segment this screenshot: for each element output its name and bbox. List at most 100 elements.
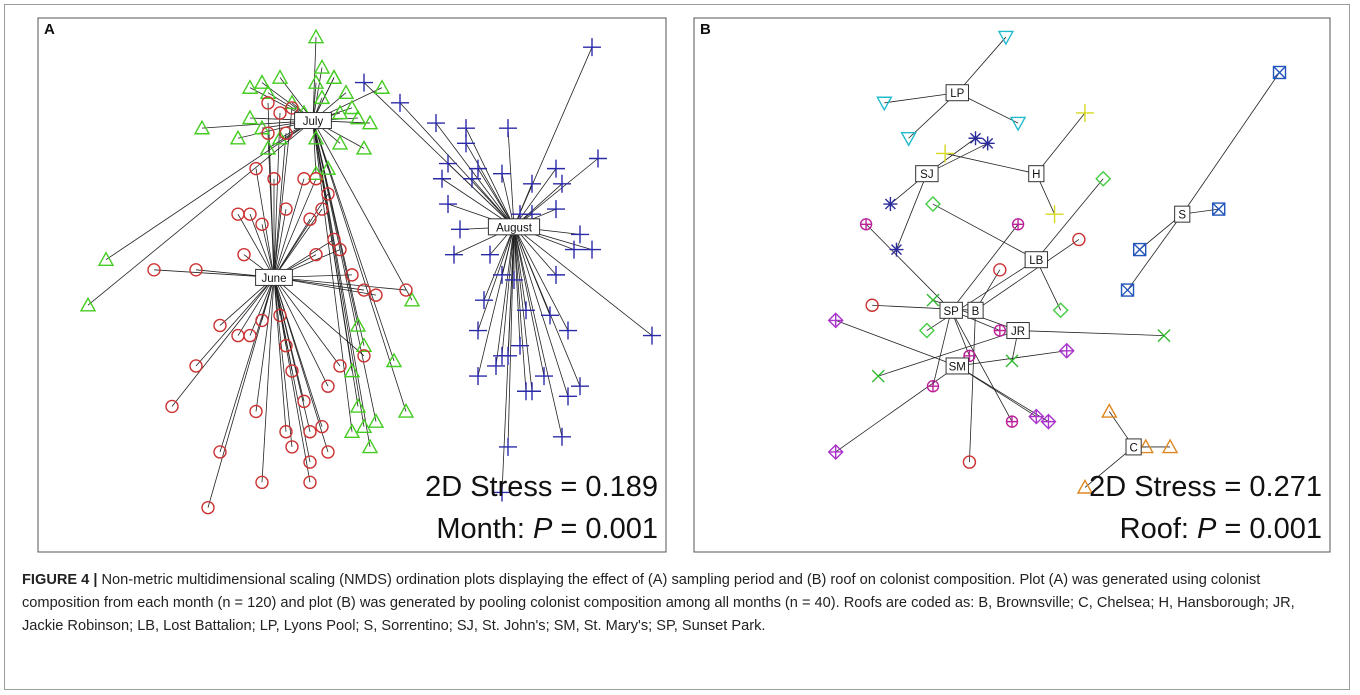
spoke-a-august-44 (495, 226, 515, 367)
spoke-a-june-1 (273, 107, 293, 278)
point-b-sm-4 (1040, 413, 1057, 430)
point-a-july-9 (283, 94, 301, 110)
point-a-august-37 (499, 346, 517, 365)
point-b-sm-3 (1028, 408, 1045, 425)
spoke-a-july-37 (312, 120, 407, 412)
point-a-july-13 (349, 109, 367, 125)
point-b-sm-1 (1058, 342, 1075, 359)
point-a-june-33 (165, 399, 179, 414)
point-b-lp-0 (997, 30, 1015, 46)
svg-text:SM: SM (949, 361, 966, 373)
point-b-jr-0 (1157, 329, 1171, 343)
svg-text:LB: LB (1029, 255, 1043, 267)
point-a-july-12 (331, 104, 349, 120)
point-b-c-1 (1161, 438, 1179, 454)
point-a-august-13 (523, 174, 541, 193)
point-b-s-3 (1120, 283, 1135, 297)
spoke-a-june-28 (249, 277, 275, 336)
spoke-a-june-25 (273, 277, 407, 291)
point-b-sj-2 (883, 197, 898, 212)
spoke-a-august-41 (513, 226, 569, 397)
point-a-june-2 (273, 106, 287, 120)
point-b-sj-3 (889, 242, 904, 257)
spoke-a-june-35 (273, 277, 329, 387)
svg-text:C: C (1129, 442, 1137, 454)
point-a-july-33 (355, 337, 373, 353)
point-a-july-36 (355, 418, 373, 433)
point-a-june-32 (189, 359, 203, 373)
point-a-june-3 (261, 126, 275, 140)
centroid-label-b-sp: SP (939, 301, 963, 319)
spoke-b-lp-1 (884, 92, 958, 104)
point-a-august-10 (463, 169, 481, 188)
spoke-b-jr-1 (878, 330, 1019, 377)
point-b-lb-3 (918, 322, 935, 339)
point-b-lb-1 (924, 196, 941, 213)
point-a-august-20 (451, 220, 469, 239)
point-b-sm-0 (827, 312, 844, 329)
point-a-july-38 (343, 423, 361, 439)
point-a-june-10 (279, 202, 293, 216)
point-a-august-21 (571, 225, 589, 244)
point-a-june-17 (333, 242, 347, 257)
centroid-label-b-lp: LP (945, 84, 969, 102)
spoke-b-h-0 (1036, 112, 1086, 174)
spoke-a-august-15 (513, 168, 557, 228)
svg-text:JR: JR (1011, 326, 1025, 338)
spoke-a-june-33 (171, 277, 275, 407)
point-b-sp-4 (926, 380, 940, 393)
spoke-a-june-37 (273, 277, 365, 357)
point-a-july-35 (367, 413, 385, 428)
svg-text:H: H (1032, 169, 1040, 181)
point-a-august-3 (427, 114, 445, 133)
svg-text:B: B (972, 306, 980, 318)
spoke-a-august-36 (513, 226, 545, 377)
spoke-a-july-41 (312, 120, 395, 362)
point-a-june-35 (321, 379, 335, 393)
point-a-july-20 (271, 129, 289, 145)
svg-text:June: June (262, 273, 287, 285)
centroid-label-b-s: S (1174, 205, 1191, 223)
centroid-label-b-jr: JR (1006, 322, 1030, 340)
point-a-july-39 (361, 438, 379, 454)
spoke-a-august-39 (477, 226, 515, 377)
centroid-label-a-june: June (255, 268, 293, 286)
point-a-june-40 (303, 425, 317, 439)
point-a-june-11 (303, 212, 317, 226)
spoke-a-june-7 (273, 178, 305, 278)
spoke-a-august-33 (513, 226, 569, 331)
figure-frame (4, 4, 1350, 690)
point-a-july-1 (313, 58, 331, 74)
spoke-a-august-34 (477, 226, 515, 331)
point-a-august-15 (547, 159, 565, 178)
spoke-a-june-11 (273, 219, 311, 278)
spoke-b-sj-3 (896, 173, 928, 250)
point-a-august-24 (445, 245, 463, 264)
point-a-august-14 (553, 174, 571, 193)
spoke-a-june-10 (273, 209, 287, 278)
spoke-a-june-14 (249, 214, 275, 278)
point-a-july-26 (355, 139, 373, 155)
point-a-july-6 (241, 79, 259, 94)
point-a-august-44 (487, 356, 505, 375)
point-a-august-39 (469, 367, 487, 386)
point-a-august-47 (493, 483, 511, 502)
point-a-june-27 (273, 308, 287, 323)
panel-b: B LP SJ H S LB SP B JR SM C 2D Stress = 0.271 Roof: … (693, 17, 1331, 553)
spoke-b-c-3 (1084, 446, 1134, 488)
spoke-b-sp-5 (950, 310, 1013, 422)
point-a-august-28 (643, 326, 661, 345)
centroid-label-b-h: H (1028, 165, 1045, 183)
point-a-june-44 (213, 445, 227, 459)
point-b-s-1 (1212, 202, 1226, 216)
point-a-july-31 (403, 291, 421, 307)
point-a-august-33 (559, 321, 577, 340)
point-b-b-0 (1072, 232, 1086, 247)
point-b-c-0 (1101, 403, 1118, 418)
point-b-sp-1 (1011, 218, 1025, 231)
panel-b-label: B (700, 21, 711, 38)
point-a-june-36 (333, 359, 347, 373)
point-a-july-16 (337, 84, 355, 100)
spoke-a-june-46 (273, 277, 329, 453)
point-a-august-42 (571, 377, 589, 396)
